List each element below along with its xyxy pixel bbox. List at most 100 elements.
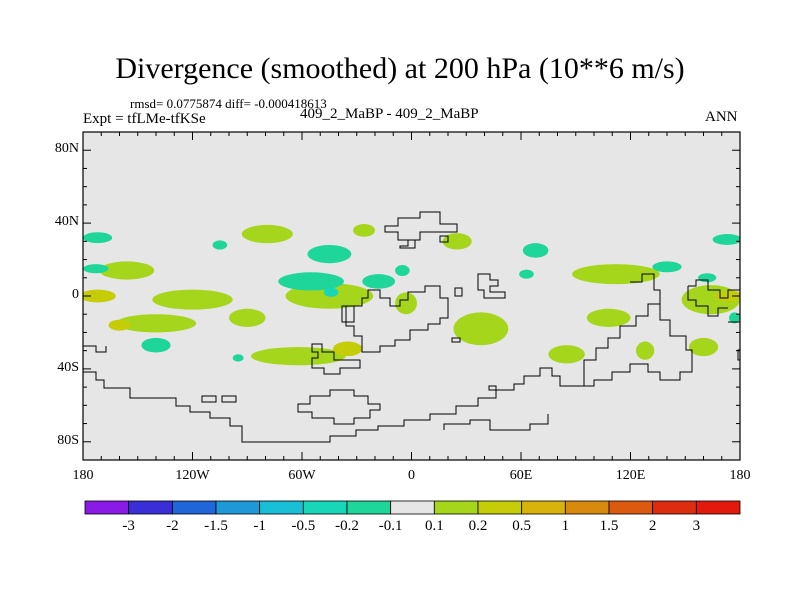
colorbar-swatch-6 — [346, 500, 392, 515]
y-tick-label-1: 40N — [54, 214, 79, 230]
field-region-16 — [229, 308, 266, 327]
field-region-2 — [152, 289, 233, 310]
field-region-15 — [395, 292, 417, 315]
coastline-0 — [384, 211, 458, 241]
field-region-4 — [241, 224, 293, 244]
field-region-14 — [250, 347, 346, 366]
coastline-3 — [477, 273, 506, 299]
coastline-12 — [737, 349, 740, 361]
field-region-34 — [729, 312, 740, 324]
y-tick-label-3: 40S — [57, 359, 79, 375]
field-region-35 — [698, 273, 717, 283]
colorbar-label-2: -1.5 — [204, 518, 228, 534]
colorbar-label-10: 1 — [561, 518, 570, 534]
field-region-22 — [712, 234, 740, 245]
experiment-label: Expt = tfLMe-tfKSe — [83, 111, 206, 127]
coastline-11 — [728, 321, 740, 334]
colorbar-label-9: 0.5 — [512, 518, 532, 534]
colorbar-swatch-3 — [215, 500, 261, 515]
field-region-11 — [635, 341, 655, 360]
colorbar — [84, 500, 741, 515]
coastline-7 — [311, 343, 361, 375]
colorbar-label-3: -1 — [253, 518, 266, 534]
field-region-36 — [323, 287, 339, 297]
colorbar-label-13: 3 — [692, 518, 701, 534]
y-tick-label-0: 80N — [54, 141, 79, 157]
y-tick-label-4: 80S — [57, 432, 79, 448]
stats-text: rmsd= 0.0775874 diff= -0.000418613 — [130, 96, 327, 111]
field-region-23 — [83, 264, 109, 274]
coastline-4 — [454, 287, 463, 297]
field-region-33 — [232, 354, 244, 362]
colorbar-swatch-9 — [477, 500, 523, 515]
field-region-29 — [652, 261, 682, 273]
chart-title: Divergence (smoothed) at 200 hPa (10**6 … — [115, 52, 685, 85]
field-region-9 — [548, 345, 585, 364]
field-region-8 — [586, 308, 631, 327]
x-tick-label-5: 120E — [615, 468, 646, 483]
x-tick-label-4: 60E — [509, 468, 533, 483]
field-region-25 — [278, 272, 344, 291]
field-region-20 — [108, 319, 131, 331]
coastline-layer — [83, 211, 740, 443]
field-region-1 — [99, 261, 155, 280]
field-layer — [83, 132, 740, 460]
colorbar-swatch-10 — [521, 500, 566, 515]
coastline-10 — [687, 286, 728, 317]
x-tick-label-1: 120W — [175, 468, 210, 483]
coastline-14 — [83, 367, 584, 443]
x-tick-label-0: 180 — [72, 468, 94, 483]
coastline-20 — [451, 337, 461, 343]
colorbar-label-5: -0.2 — [335, 518, 359, 534]
field-region-24 — [307, 244, 352, 264]
season-label: ANN — [705, 109, 738, 125]
coastline-17 — [443, 414, 549, 431]
x-tick-label-3: 0 — [408, 468, 415, 483]
field-region-0 — [572, 264, 660, 285]
colorbar-swatch-13 — [652, 500, 697, 515]
colorbar-label-4: -0.5 — [291, 518, 316, 534]
coastline-16 — [221, 395, 237, 403]
colorbar-label-7: 0.1 — [424, 518, 444, 534]
field-region-19 — [333, 341, 363, 357]
coastline-5 — [345, 285, 449, 353]
colorbar-swatch-4 — [259, 500, 304, 515]
field-region-28 — [212, 240, 228, 250]
field-region-18 — [714, 290, 740, 302]
coastline-8 — [583, 273, 693, 387]
colorbar-swatch-2 — [171, 500, 217, 515]
coastline-15 — [201, 395, 217, 403]
field-region-5 — [353, 224, 375, 237]
field-region-3 — [115, 314, 197, 333]
colorbar-swatch-8 — [433, 500, 479, 515]
field-region-17 — [83, 289, 116, 303]
colorbar-label-8: 0.2 — [468, 518, 488, 534]
x-tick-label-2: 60W — [288, 468, 316, 483]
coastline-19 — [488, 385, 497, 391]
colorbar-label-11: 1.5 — [599, 518, 619, 534]
colorbar-label-1: -2 — [166, 518, 179, 534]
y-tick-label-2: 0 — [72, 287, 79, 302]
colorbar-swatch-7 — [390, 500, 435, 515]
field-region-31 — [519, 269, 534, 279]
field-region-26 — [362, 274, 396, 289]
field-region-6 — [442, 233, 472, 250]
field-region-32 — [141, 337, 171, 353]
case-label: 409_2_MaBP - 409_2_MaBP — [300, 106, 479, 122]
colorbar-swatch-5 — [302, 500, 348, 515]
coastline-1 — [399, 239, 416, 249]
colorbar-label-6: -0.1 — [378, 518, 403, 534]
coastline-18 — [297, 389, 381, 425]
field-region-13 — [688, 337, 719, 357]
field-region-21 — [83, 232, 113, 244]
field-region-7 — [453, 312, 509, 346]
colorbar-label-0: -3 — [122, 518, 135, 534]
colorbar-swatch-1 — [128, 500, 173, 515]
colorbar-swatch-14 — [695, 500, 741, 515]
coastline-13 — [83, 345, 107, 353]
x-tick-label-6: 180 — [729, 468, 751, 483]
coastline-2 — [439, 235, 449, 243]
coastline-6 — [341, 305, 355, 323]
field-region-30 — [522, 243, 549, 258]
